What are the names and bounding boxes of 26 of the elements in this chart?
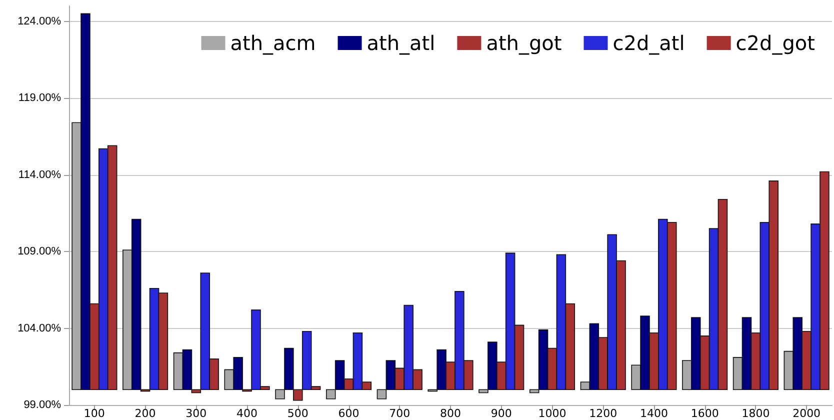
y-tick-label: 119.00% (18, 92, 62, 104)
x-tick-label: 600 (338, 407, 360, 420)
x-tick-label: 1200 (589, 407, 618, 420)
x-tick-label: 1000 (538, 407, 566, 420)
legend-label: ath_acm (230, 31, 316, 55)
y-tick-label: 109.00% (18, 246, 62, 258)
x-tick-label: 200 (134, 407, 156, 420)
legend-label: ath_atl (366, 31, 436, 55)
legend-label: c2d_got (736, 31, 816, 55)
y-tick-label: 104.00% (18, 322, 62, 334)
x-tick-label: 700 (389, 407, 410, 420)
x-tick-label: 800 (440, 407, 461, 420)
x-tick-label: 1600 (690, 407, 719, 420)
x-tick-label: 400 (236, 407, 258, 420)
x-tick-label: 500 (287, 407, 308, 420)
x-tick-label: 2000 (792, 407, 821, 420)
legend-label: c2d_atl (612, 31, 685, 55)
x-tick-label: 300 (186, 407, 207, 420)
x-tick-label: 100 (84, 407, 105, 420)
y-tick-label: 99.00% (24, 399, 62, 411)
y-tick-label: 124.00% (18, 15, 62, 28)
x-tick-label: 1800 (742, 407, 770, 420)
y-tick-label: 114.00% (18, 168, 62, 181)
x-tick-label: 900 (490, 407, 512, 420)
x-tick-label: 1400 (640, 407, 668, 420)
legend-label: ath_got (486, 31, 562, 55)
